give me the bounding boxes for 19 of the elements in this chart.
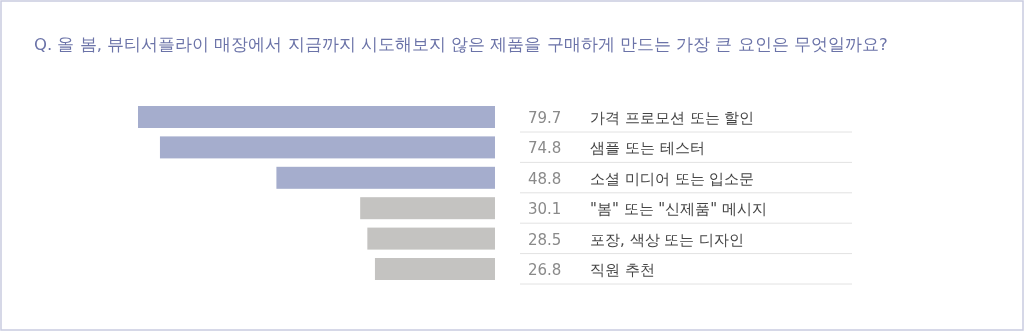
bar xyxy=(360,197,495,220)
y-tick-label: 소셜 미디어 또는 입소문 xyxy=(590,169,755,188)
y-tick-label: 직원 추천 xyxy=(590,261,655,279)
data-label: 79.7 xyxy=(528,109,562,127)
data-label: 28.5 xyxy=(528,230,562,249)
y-tick-label: 가격 프로모션 또는 할인 xyxy=(590,109,755,127)
bar xyxy=(159,136,495,159)
y-tick-label: "봄" 또는 "신제품" 메시지 xyxy=(590,200,767,219)
bar xyxy=(374,258,495,280)
bar xyxy=(138,106,495,128)
y-tick-label: 샘플 또는 테스터 xyxy=(590,139,705,158)
y-tick-label: 포장, 색상 또는 디자인 xyxy=(590,230,745,249)
data-label: 26.8 xyxy=(528,261,562,279)
data-label: 30.1 xyxy=(528,200,562,219)
bar xyxy=(276,166,495,189)
bar xyxy=(367,227,495,250)
chart-title: Q. 올 봄, 뷰티서플라이 매장에서 지금까지 시도해보지 않은 제품을 구매하게 만드는 가장 큰 요인은 무엇일까요? xyxy=(34,35,888,54)
data-label: 74.8 xyxy=(528,139,562,158)
data-label: 48.8 xyxy=(528,169,562,188)
